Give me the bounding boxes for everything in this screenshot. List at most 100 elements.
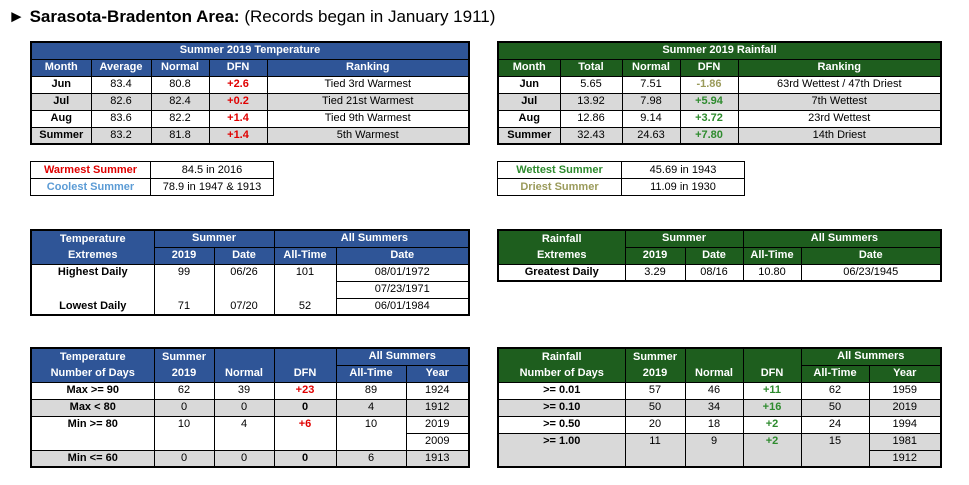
table-row: Min <= 60 0 0 0 6 1913	[30, 449, 470, 468]
dfn-cell: +5.94	[679, 92, 739, 111]
dfn-cell: +2	[742, 432, 802, 450]
value-cell: 3.29	[624, 263, 686, 282]
value-cell: 08/16	[684, 263, 744, 282]
col-header: Total	[559, 58, 623, 77]
col-header: Ranking	[737, 58, 942, 77]
value-cell: 07/20	[213, 298, 275, 316]
table-row: 07/23/1971	[30, 280, 470, 298]
value-cell: 24	[800, 415, 870, 434]
page-title-rest: (Records began in January 1911)	[239, 7, 496, 26]
value-cell: 89	[335, 381, 407, 400]
header-cell: DFN	[742, 365, 802, 383]
dfn-cell: +0.2	[208, 92, 268, 111]
value-cell: 0	[153, 398, 215, 417]
value-cell: 1981	[868, 432, 942, 450]
col-header: Month	[497, 58, 561, 77]
header-cell: Rainfall	[497, 229, 626, 247]
month-cell: Jun	[497, 75, 561, 94]
col-header: Normal	[621, 58, 681, 77]
value-cell: 11	[624, 432, 686, 450]
value-cell: 46	[684, 381, 744, 400]
rainfall-records-table: Wettest Summer 45.69 in 1943 Driest Summ…	[497, 161, 745, 196]
table-row: Jun 83.4 80.8 +2.6 Tied 3rd Warmest	[30, 75, 470, 94]
month-cell: Aug	[497, 109, 561, 128]
table-row: Highest Daily 99 06/26 101 08/01/1972	[30, 263, 470, 281]
row-label: Max < 80	[30, 398, 155, 417]
header-cell: Summer	[624, 347, 686, 365]
table-row: >= 1.00 11 9 +2 15 1981	[497, 432, 942, 450]
dfn-cell: +1.4	[208, 109, 268, 128]
ranking-cell: 7th Wettest	[737, 92, 942, 111]
temperature-extremes-table: Temperature Summer All Summers Extremes …	[30, 229, 470, 316]
header-cell: All Summers	[800, 347, 942, 365]
table-row: >= 0.10 50 34 +16 50 2019	[497, 398, 942, 417]
dfn-cell: +23	[273, 381, 337, 400]
arrow-icon: ►	[8, 7, 25, 26]
header-cell: Temperature	[30, 229, 155, 247]
value-cell: 83.2	[90, 126, 152, 145]
header-cell: 2019	[624, 246, 686, 265]
dfn-cell: +1.4	[208, 126, 268, 145]
table-row: 2009	[30, 432, 470, 451]
header-cell: Normal	[684, 365, 744, 383]
value-cell: 101	[273, 263, 337, 281]
month-cell: Jul	[497, 92, 561, 111]
header-cell: All Summers	[742, 229, 942, 247]
row-label: Min >= 80	[30, 415, 155, 433]
dfn-cell: +2	[742, 415, 802, 434]
month-cell: Jul	[30, 92, 92, 111]
value-cell: 50	[800, 398, 870, 417]
value-cell: 5.65	[559, 75, 623, 94]
header-cell: Summer	[624, 229, 744, 247]
value-cell: 15	[800, 432, 870, 450]
value-cell: 4	[213, 415, 275, 433]
value-cell: 1959	[868, 381, 942, 400]
value-cell: 2019	[868, 398, 942, 417]
header-cell: 2019	[153, 365, 215, 383]
value-cell: 32.43	[559, 126, 623, 145]
table-row: >= 0.01 57 46 +11 62 1959	[497, 381, 942, 400]
table-row: Aug 12.86 9.14 +3.72 23rd Wettest	[497, 109, 942, 128]
col-header: Month	[30, 58, 92, 77]
dfn-cell: +6	[273, 415, 337, 433]
row-label: Min <= 60	[30, 449, 155, 468]
table-row: Aug 83.6 82.2 +1.4 Tied 9th Warmest	[30, 109, 470, 128]
header-cell: Summer	[153, 347, 215, 365]
row-label: Highest Daily	[30, 263, 155, 281]
value-cell: 12.86	[559, 109, 623, 128]
header-cell: All-Time	[742, 246, 802, 265]
dfn-cell: +11	[742, 381, 802, 400]
header-cell: Date	[684, 246, 744, 265]
header-cell: All-Time	[273, 246, 337, 265]
value-cell: 34	[684, 398, 744, 417]
month-cell: Jun	[30, 75, 92, 94]
header-cell: Year	[405, 364, 470, 383]
temperature-summary-table: Summer 2019 Temperature Month Average No…	[30, 41, 470, 145]
header-cell: Date	[213, 246, 275, 265]
value-cell: 10	[153, 415, 215, 433]
warmest-summer-label: Warmest Summer	[30, 161, 151, 179]
temperature-records-table: Warmest Summer 84.5 in 2016 Coolest Summ…	[30, 161, 274, 196]
ranking-cell: Tied 9th Warmest	[266, 109, 470, 128]
value-cell: 1912	[868, 449, 942, 468]
header-cell: All-Time	[800, 364, 870, 383]
value-cell: 0	[153, 449, 215, 468]
row-label: >= 0.10	[497, 398, 626, 417]
value-cell: 7.98	[621, 92, 681, 111]
col-header: Ranking	[266, 58, 470, 77]
table-row: Summer 83.2 81.8 +1.4 5th Warmest	[30, 126, 470, 145]
col-header: Normal	[150, 58, 210, 77]
value-cell: 57	[624, 381, 686, 400]
table-row: >= 0.50 20 18 +2 24 1994	[497, 415, 942, 434]
value-cell: 9	[684, 432, 744, 450]
value-cell: 10	[335, 415, 407, 433]
col-header: DFN	[679, 58, 739, 77]
ranking-cell: 5th Warmest	[266, 126, 470, 145]
rainfall-summary-table: Summer 2019 Rainfall Month Total Normal …	[497, 41, 942, 145]
warmest-summer-value: 84.5 in 2016	[150, 161, 274, 179]
value-cell: 52	[273, 298, 337, 316]
dfn-cell: +7.80	[679, 126, 739, 145]
coolest-summer-value: 78.9 in 1947 & 1913	[150, 178, 274, 196]
header-cell: All Summers	[335, 347, 470, 365]
rainfall-extremes-table: Rainfall Summer All Summers Extremes 201…	[497, 229, 942, 282]
